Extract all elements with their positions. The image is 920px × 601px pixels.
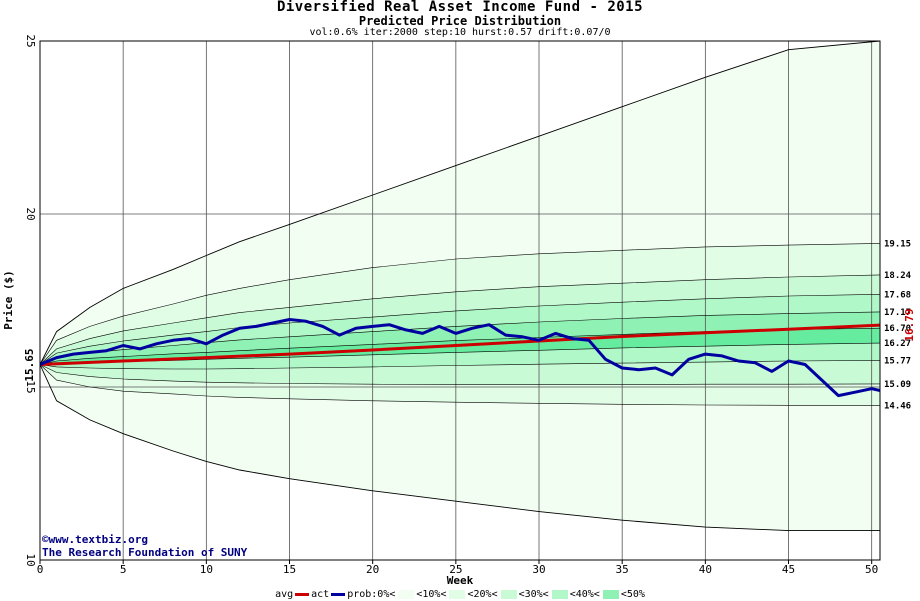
band-curve [39,294,881,365]
legend-prob-30: <30%< [519,589,570,600]
copyright-icon: © [42,533,49,546]
credit-site[interactable]: ©www.textbiz.org [42,533,148,546]
x-tick-label: 40 [699,563,712,576]
band-curve [39,364,881,385]
x-tick-label: 30 [532,563,545,576]
x-tick-label: 20 [366,563,379,576]
band-level-label: 17.68 [884,290,911,300]
legend-prob-0: prob:0%< [347,589,416,600]
band-curve [39,274,881,365]
x-tick-label: 10 [200,563,213,576]
legend-act: act [311,589,347,600]
avg-series-line [39,323,881,366]
chart-legend: avg act prob:0%< <10%< <20%< <30%< <40%<… [0,587,920,601]
legend-prob-20: <20%< [467,589,518,600]
legend-prob-40: <40%< [570,589,621,600]
legend-avg: avg [275,589,311,600]
level-labels: 19.15 18.24 17.68 17.17 16.70 16.27 15.77 15.09… [884,239,912,411]
y-tick-label: 20 [24,207,37,220]
y-tick-label: 15 [24,380,37,393]
simulation-params: vol:0.6% iter:2000 step:10 hurst:0.57 dr… [309,27,611,38]
band-curves [39,40,881,532]
band-level-label: 15.77 [884,356,911,366]
y-axis-label: Price ($) [2,270,15,330]
x-tick-label: 0 [37,563,44,576]
y-tick-label: 10 [24,553,37,566]
outer-lower-curve [39,364,880,532]
credit-org: The Research Foundation of SUNY [42,546,248,559]
probability-bands [40,41,880,560]
actual-series-line [39,318,881,398]
x-tick-label: 45 [782,563,795,576]
legend-prob-10: <10%< [416,589,467,600]
chart-series [39,318,881,398]
chart-subtitle: Predicted Price Distribution [358,14,562,28]
outer-upper-curve [39,40,881,365]
band-level-label: 16.70 [884,324,911,334]
band-curve [39,364,881,407]
y-tick-label: 25 [24,34,37,47]
chart-title: Diversified Real Asset Income Fund - 201… [276,0,644,15]
x-tick-label: 25 [449,563,462,576]
chart-axes: 0 5 10 15 20 25 30 35 40 45 50 10 15 20 25 [24,34,881,576]
band-level-label: 18.24 [884,271,912,281]
x-tick-label: 50 [865,563,878,576]
legend-prob-50: <50% [620,588,645,600]
band-level-label: 15.09 [884,380,911,390]
band-curve [39,360,881,370]
x-tick-label: 15 [283,563,296,576]
x-tick-label: 5 [120,563,127,576]
band-level-label: 19.15 [884,239,911,249]
band-level-label: 16.27 [884,339,911,349]
start-price-label: 15.65 [23,348,36,381]
x-tick-label: 35 [616,563,629,576]
band-level-label: 17.17 [884,308,911,318]
plot-frame [39,40,881,561]
band-curve [39,243,881,365]
final-price-label: 16.79 [903,308,916,341]
band-level-label: 14.46 [884,402,911,412]
x-axis-label: Week [447,574,474,587]
